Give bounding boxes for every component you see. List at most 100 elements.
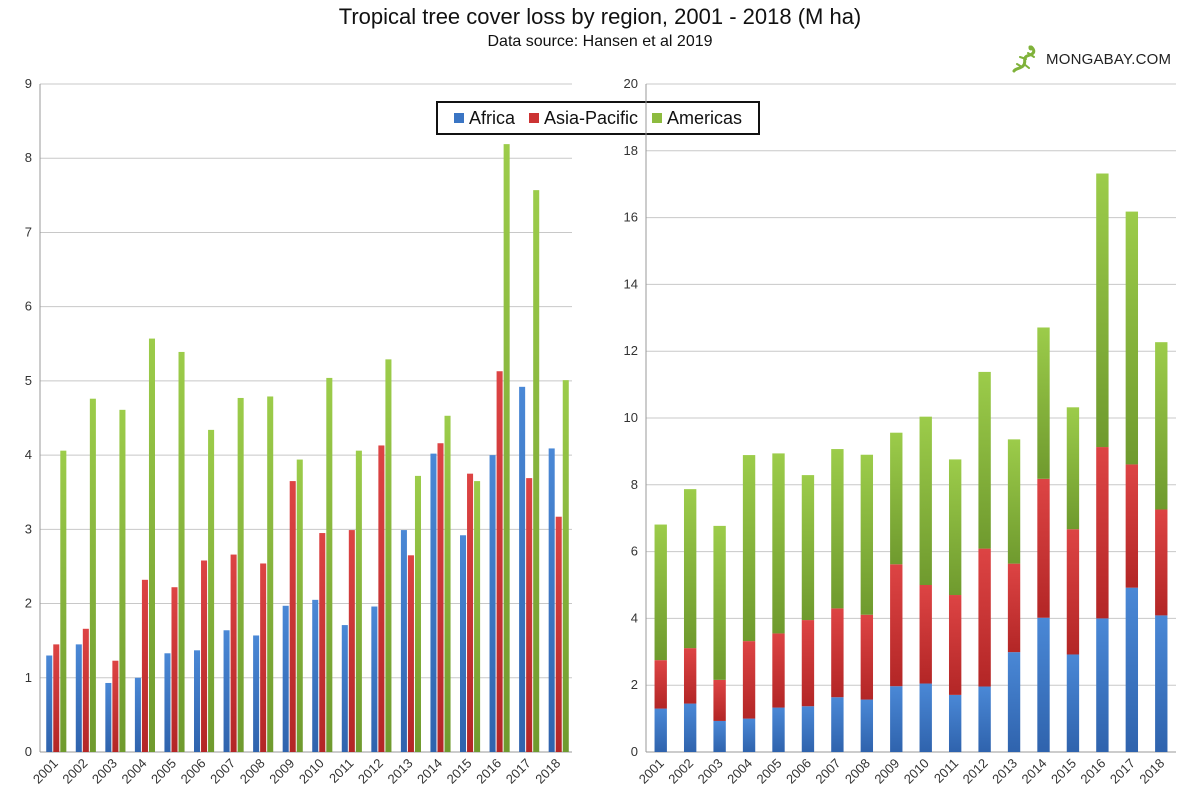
bar-africa-2007 bbox=[223, 630, 230, 752]
y-tick-label: 0 bbox=[25, 744, 32, 759]
y-tick-label: 3 bbox=[25, 521, 32, 536]
stack-asia-pacific-2007 bbox=[831, 608, 844, 698]
stack-americas-2011 bbox=[948, 459, 962, 596]
stack-americas-2007 bbox=[831, 449, 844, 609]
stack-asia-pacific-2002 bbox=[683, 648, 697, 704]
bar-americas-2003 bbox=[119, 409, 126, 752]
stack-africa-2014 bbox=[1037, 617, 1050, 752]
x-tick-label: 2018 bbox=[1136, 756, 1167, 787]
x-tick-label: 2014 bbox=[414, 756, 445, 787]
stack-asia-pacific-2014 bbox=[1037, 478, 1050, 618]
bar-americas-2017 bbox=[533, 190, 540, 753]
stack-asia-pacific-2012 bbox=[978, 548, 991, 687]
bar-africa-2018 bbox=[548, 448, 555, 752]
x-tick-label: 2005 bbox=[754, 756, 785, 787]
x-tick-label: 2007 bbox=[812, 756, 843, 787]
stack-africa-2001 bbox=[654, 708, 667, 752]
stack-africa-2002 bbox=[683, 703, 697, 752]
stack-americas-2013 bbox=[1007, 439, 1021, 564]
stack-americas-2018 bbox=[1155, 342, 1168, 510]
x-tick-label: 2003 bbox=[89, 756, 120, 787]
stack-africa-2006 bbox=[801, 706, 815, 752]
x-tick-label: 2015 bbox=[444, 756, 475, 787]
stack-africa-2015 bbox=[1066, 654, 1080, 752]
stack-africa-2016 bbox=[1096, 618, 1109, 752]
y-tick-label: 7 bbox=[25, 224, 32, 239]
stack-americas-2017 bbox=[1125, 211, 1139, 465]
x-tick-label: 2004 bbox=[724, 756, 755, 787]
bar-asia-pacific-2003 bbox=[112, 660, 119, 752]
y-tick-label: 4 bbox=[25, 447, 32, 462]
stack-africa-2013 bbox=[1007, 652, 1021, 752]
x-tick-label: 2007 bbox=[207, 756, 238, 787]
bar-americas-2018 bbox=[562, 380, 569, 752]
x-tick-label: 2009 bbox=[266, 756, 297, 787]
stack-africa-2004 bbox=[742, 718, 756, 752]
bar-africa-2003 bbox=[105, 682, 112, 752]
legend-item-asia-pacific[interactable]: Asia-Pacific bbox=[528, 107, 639, 129]
legend-swatch-asia-pacific bbox=[528, 113, 539, 123]
bar-americas-2016 bbox=[503, 144, 510, 752]
bar-africa-2015 bbox=[460, 535, 467, 752]
bar-africa-2016 bbox=[489, 455, 496, 752]
y-tick-label: 14 bbox=[624, 276, 638, 291]
bar-asia-pacific-2002 bbox=[82, 628, 89, 752]
bar-asia-pacific-2005 bbox=[171, 587, 178, 752]
bar-americas-2001 bbox=[60, 450, 67, 752]
stack-americas-2006 bbox=[801, 475, 815, 621]
x-tick-label: 2009 bbox=[871, 756, 902, 787]
y-tick-label: 2 bbox=[631, 677, 638, 692]
stack-asia-pacific-2016 bbox=[1096, 447, 1109, 619]
stack-africa-2018 bbox=[1155, 615, 1168, 752]
x-tick-label: 2005 bbox=[148, 756, 179, 787]
stack-americas-2005 bbox=[772, 453, 785, 634]
x-tick-label: 2006 bbox=[783, 756, 814, 787]
bar-asia-pacific-2009 bbox=[289, 481, 296, 752]
x-tick-label: 2011 bbox=[326, 756, 356, 786]
y-tick-label: 20 bbox=[624, 76, 638, 91]
mongabay-logo[interactable]: MONGABAY.COM bbox=[1010, 44, 1171, 74]
bar-asia-pacific-2007 bbox=[230, 554, 237, 752]
legend-item-africa[interactable]: Africa bbox=[453, 107, 515, 129]
x-tick-label: 2013 bbox=[385, 756, 416, 787]
stack-americas-2001 bbox=[654, 524, 667, 661]
bar-americas-2014 bbox=[444, 415, 451, 752]
x-tick-label: 2004 bbox=[119, 756, 150, 787]
x-tick-label: 2012 bbox=[960, 756, 991, 787]
bar-africa-2010 bbox=[312, 599, 319, 752]
bar-asia-pacific-2010 bbox=[319, 533, 326, 752]
stack-africa-2009 bbox=[890, 686, 903, 752]
stack-asia-pacific-2015 bbox=[1066, 529, 1080, 655]
stack-americas-2003 bbox=[713, 525, 726, 680]
stack-africa-2017 bbox=[1125, 587, 1139, 752]
stack-asia-pacific-2003 bbox=[713, 679, 726, 721]
stack-asia-pacific-2005 bbox=[772, 633, 785, 708]
legend-item-americas[interactable]: Americas bbox=[652, 108, 742, 129]
bar-africa-2004 bbox=[134, 677, 141, 752]
bar-africa-2014 bbox=[430, 453, 437, 752]
legend-swatch-africa bbox=[453, 113, 464, 123]
x-tick-label: 2002 bbox=[665, 756, 696, 787]
bar-asia-pacific-2006 bbox=[201, 560, 208, 752]
stack-americas-2002 bbox=[683, 489, 697, 649]
stack-americas-2015 bbox=[1066, 407, 1080, 530]
legend-label-asia-pacific: Asia-Pacific bbox=[543, 107, 639, 128]
stack-americas-2004 bbox=[742, 455, 756, 642]
x-tick-label: 2008 bbox=[842, 756, 873, 787]
x-tick-label: 2002 bbox=[59, 756, 90, 787]
grouped-bar-chart: 0123456789200120022003200420052006200720… bbox=[25, 76, 572, 787]
y-tick-label: 8 bbox=[631, 477, 638, 492]
gecko-icon bbox=[1012, 45, 1036, 73]
bar-asia-pacific-2011 bbox=[348, 530, 355, 752]
x-tick-label: 2017 bbox=[1107, 756, 1138, 787]
y-tick-label: 2 bbox=[25, 596, 32, 611]
bar-africa-2005 bbox=[164, 653, 171, 752]
bar-americas-2012 bbox=[385, 359, 392, 752]
x-tick-label: 2018 bbox=[532, 756, 563, 787]
stack-asia-pacific-2011 bbox=[948, 595, 962, 695]
legend-label-africa: Africa bbox=[468, 107, 515, 128]
stack-asia-pacific-2004 bbox=[742, 641, 756, 719]
x-tick-label: 2016 bbox=[473, 756, 504, 787]
bar-africa-2008 bbox=[253, 635, 260, 752]
bar-africa-2012 bbox=[371, 606, 378, 752]
